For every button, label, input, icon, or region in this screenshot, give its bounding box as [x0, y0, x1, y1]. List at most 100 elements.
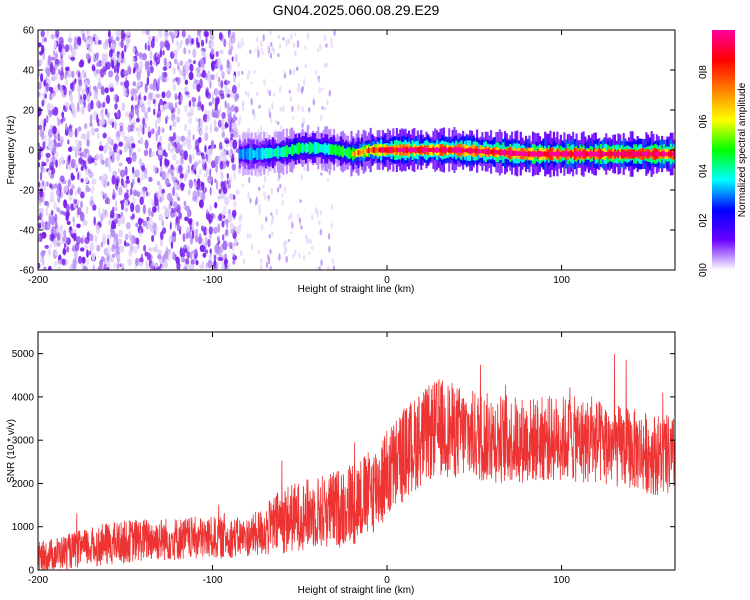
- noise-speckle: [205, 166, 210, 175]
- noise-speckle: [154, 164, 157, 175]
- noise-speckle: [199, 130, 203, 137]
- noise-speckle: [259, 126, 263, 132]
- noise-speckle: [86, 95, 89, 102]
- noise-speckle: [176, 225, 182, 232]
- noise-speckle: [115, 233, 119, 243]
- noise-speckle: [194, 139, 200, 148]
- noise-speckle: [150, 210, 153, 217]
- noise-speckle: [113, 263, 118, 269]
- noise-speckle: [249, 197, 252, 204]
- noise-speckle: [279, 125, 283, 130]
- noise-speckle: [224, 100, 227, 109]
- noise-speckle: [319, 228, 322, 236]
- noise-speckle: [148, 35, 152, 43]
- noise-speckle: [180, 155, 184, 165]
- noise-speckle: [267, 44, 270, 52]
- noise-speckle: [253, 70, 256, 74]
- noise-speckle: [179, 60, 184, 66]
- noise-speckle: [230, 156, 235, 164]
- noise-speckle: [200, 39, 205, 47]
- noise-speckle: [270, 187, 273, 196]
- noise-speckle: [47, 55, 51, 66]
- noise-speckle: [204, 109, 207, 115]
- noise-speckle: [140, 171, 145, 181]
- noise-speckle: [289, 231, 293, 235]
- noise-speckle: [298, 252, 301, 259]
- noise-speckle: [113, 65, 117, 74]
- signal-cell: [577, 151, 580, 157]
- noise-speckle: [41, 180, 45, 187]
- noise-speckle: [231, 56, 234, 62]
- noise-speckle: [101, 175, 105, 185]
- noise-speckle: [221, 220, 225, 228]
- signal-cell: [402, 147, 405, 153]
- noise-speckle: [204, 131, 207, 142]
- y-tick-label: 5000: [12, 349, 35, 360]
- noise-speckle: [278, 85, 282, 94]
- y-tick-label: -40: [20, 226, 35, 237]
- noise-speckle: [209, 248, 212, 254]
- noise-speckle: [78, 90, 81, 101]
- noise-speckle: [231, 209, 237, 218]
- noise-speckle: [293, 32, 297, 37]
- noise-speckle: [39, 256, 44, 263]
- noise-speckle: [260, 47, 263, 53]
- noise-speckle: [131, 95, 134, 101]
- noise-speckle: [49, 243, 52, 249]
- noise-speckle: [119, 263, 122, 268]
- signal-cell: [505, 150, 508, 155]
- noise-speckle: [208, 101, 213, 107]
- noise-speckle: [270, 212, 273, 216]
- noise-speckle: [76, 236, 81, 245]
- noise-speckle: [142, 117, 146, 127]
- noise-speckle: [217, 223, 221, 234]
- noise-speckle: [69, 93, 73, 102]
- noise-speckle: [214, 101, 218, 111]
- noise-speckle: [50, 33, 56, 40]
- noise-speckle: [312, 98, 315, 106]
- noise-speckle: [72, 216, 75, 223]
- noise-speckle: [150, 152, 155, 157]
- noise-speckle: [178, 164, 183, 173]
- y-tick-label: 40: [23, 66, 35, 77]
- noise-speckle: [76, 36, 82, 46]
- noise-speckle: [226, 262, 230, 267]
- signal-cell: [448, 147, 451, 153]
- noise-speckle: [270, 220, 273, 226]
- noise-speckle: [152, 82, 156, 92]
- noise-speckle: [260, 223, 264, 231]
- signal-cell: [353, 150, 357, 157]
- noise-speckle: [323, 62, 327, 69]
- noise-speckle: [93, 85, 97, 91]
- signal-cell: [455, 147, 458, 153]
- signal-cell: [423, 148, 426, 152]
- noise-speckle: [192, 153, 195, 160]
- noise-speckle: [195, 67, 201, 72]
- signal-cell: [601, 151, 604, 157]
- noise-speckle: [44, 67, 49, 74]
- noise-speckle: [139, 196, 144, 205]
- noise-speckle: [222, 154, 227, 163]
- noise-speckle: [52, 183, 58, 189]
- noise-speckle: [115, 73, 120, 82]
- signal-cell: [540, 151, 543, 157]
- noise-speckle: [121, 102, 126, 112]
- noise-speckle: [321, 87, 324, 91]
- noise-speckle: [333, 30, 336, 37]
- signal-cell: [645, 151, 648, 157]
- noise-speckle: [118, 40, 121, 47]
- noise-speckle: [197, 235, 203, 245]
- noise-speckle: [97, 132, 100, 140]
- signal-cell: [549, 152, 552, 156]
- noise-speckle: [211, 108, 217, 119]
- noise-speckle: [133, 88, 139, 95]
- signal-cell: [629, 151, 632, 157]
- signal-cell: [245, 148, 248, 160]
- noise-speckle: [42, 168, 48, 173]
- noise-speckle: [73, 159, 76, 165]
- noise-speckle: [101, 53, 106, 63]
- signal-cell: [495, 149, 498, 155]
- noise-speckle: [66, 220, 71, 226]
- colorbar-ticks: 0.0 0.2 0.4 0.6 0.8: [698, 65, 709, 277]
- noise-speckle: [144, 173, 148, 180]
